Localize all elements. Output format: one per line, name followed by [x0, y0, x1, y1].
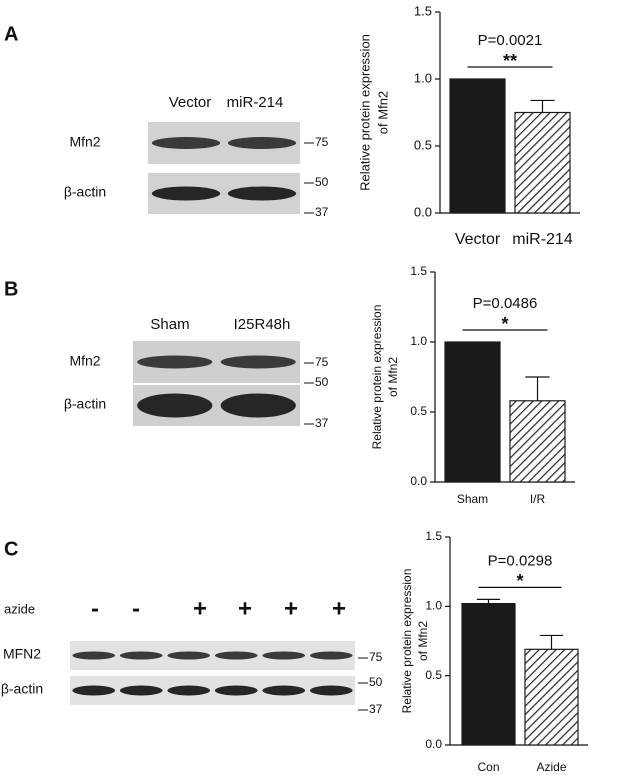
- blot-background: [70, 641, 355, 670]
- y-tick-label: 1.0: [425, 599, 442, 613]
- p-value: P=0.0486: [473, 295, 538, 312]
- lane-label: Vector: [169, 94, 212, 111]
- size-marker: 50: [315, 375, 329, 389]
- size-marker: 37: [369, 702, 383, 716]
- lane-label: +: [193, 595, 207, 622]
- row-label: Mfn2: [69, 353, 100, 369]
- blot-band: [262, 685, 306, 696]
- treatment-label: azide: [4, 601, 35, 616]
- panel-letter: C: [4, 538, 18, 560]
- size-marker: 50: [315, 175, 329, 189]
- lane-label: +: [332, 595, 346, 622]
- bar: [509, 400, 566, 483]
- blot-band: [151, 186, 221, 201]
- blot-band: [220, 355, 296, 369]
- x-tick-label: Azide: [536, 760, 566, 774]
- significance: *: [516, 571, 523, 591]
- x-tick-label: Con: [477, 760, 499, 774]
- lane-label: -: [132, 595, 140, 622]
- blot-band: [137, 355, 213, 369]
- lane-label: -: [91, 595, 99, 622]
- bar: [444, 341, 501, 483]
- blot-band: [72, 685, 116, 696]
- bar: [461, 602, 516, 746]
- panel-letter: A: [4, 23, 18, 45]
- y-axis-label: of Mfn2: [386, 357, 400, 397]
- y-tick-label: 0.5: [410, 404, 427, 418]
- row-label: MFN2: [3, 646, 41, 662]
- row-label: β-actin: [1, 681, 43, 697]
- y-tick-label: 1.0: [414, 70, 432, 85]
- panel-letter: B: [4, 278, 18, 300]
- y-tick-label: 1.0: [410, 334, 427, 348]
- blot-band: [227, 186, 297, 201]
- blot-band: [262, 651, 306, 660]
- lane-label: +: [238, 595, 252, 622]
- significance: *: [501, 314, 508, 334]
- size-marker: 75: [315, 135, 329, 149]
- blot-band: [119, 685, 163, 696]
- size-marker: 37: [315, 416, 329, 430]
- size-marker: 50: [369, 675, 383, 689]
- size-marker: 75: [315, 355, 329, 369]
- y-tick-label: 1.5: [410, 264, 427, 278]
- y-tick-label: 0.0: [414, 204, 432, 219]
- y-tick-label: 0.5: [425, 668, 442, 682]
- blot-band: [309, 651, 353, 660]
- y-axis-label: Relative protein expression: [370, 305, 384, 450]
- lane-label: Sham: [150, 316, 189, 333]
- y-tick-label: 0.0: [425, 737, 442, 751]
- blot-band: [309, 685, 353, 696]
- p-value: P=0.0298: [488, 552, 553, 569]
- lane-label: +: [284, 595, 298, 622]
- blot-band: [214, 651, 258, 660]
- lane-label: I25R48h: [234, 316, 291, 333]
- y-axis-label: Relative protein expression: [357, 34, 372, 191]
- y-axis-label: of Mfn2: [375, 91, 390, 134]
- p-value: P=0.0021: [478, 32, 543, 49]
- blot-band: [151, 137, 221, 149]
- bar: [514, 111, 571, 214]
- lane-label: miR-214: [227, 94, 284, 111]
- y-tick-label: 1.5: [425, 529, 442, 543]
- bar: [449, 78, 506, 214]
- x-tick-label: I/R: [530, 492, 546, 506]
- blot-band: [119, 651, 163, 660]
- row-label: Mfn2: [69, 134, 100, 150]
- y-axis-label: of Mfn2: [416, 621, 430, 661]
- y-tick-label: 0.5: [414, 137, 432, 152]
- bar: [524, 648, 579, 746]
- blot-band: [167, 685, 211, 696]
- blot-band: [72, 651, 116, 660]
- blot-band: [137, 393, 213, 418]
- blot-band: [167, 651, 211, 660]
- significance: **: [503, 51, 517, 71]
- blot-background: [70, 676, 355, 705]
- blot-band: [227, 137, 297, 149]
- y-axis-label: Relative protein expression: [400, 569, 414, 714]
- x-tick-label: Sham: [457, 492, 488, 506]
- x-tick-label: Vector: [455, 231, 501, 248]
- size-marker: 75: [369, 650, 383, 664]
- y-tick-label: 0.0: [410, 474, 427, 488]
- x-tick-label: miR-214: [512, 231, 573, 248]
- size-marker: 37: [315, 205, 329, 219]
- blot-band: [220, 393, 296, 418]
- row-label: β-actin: [64, 396, 106, 412]
- y-tick-label: 1.5: [414, 3, 432, 18]
- row-label: β-actin: [64, 184, 106, 200]
- blot-band: [214, 685, 258, 696]
